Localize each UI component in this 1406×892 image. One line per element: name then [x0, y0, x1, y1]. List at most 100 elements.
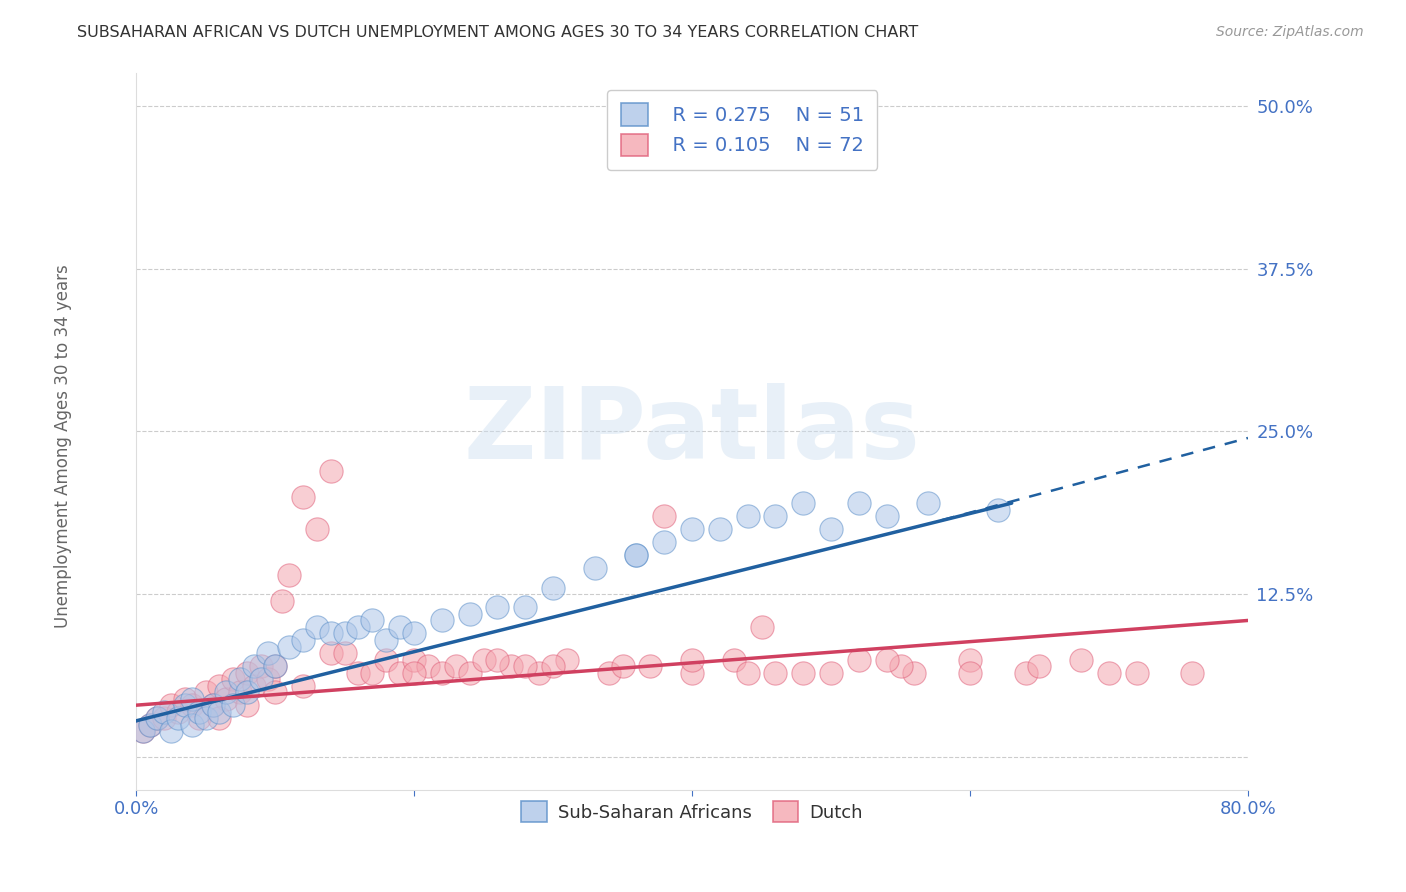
Point	[404, 652, 426, 666]
Point	[1181, 665, 1204, 680]
Point	[166, 705, 188, 719]
Point	[208, 711, 231, 725]
Point	[1028, 659, 1050, 673]
Point	[959, 652, 981, 666]
Point	[187, 711, 209, 725]
Point	[319, 646, 342, 660]
Point	[229, 685, 252, 699]
Point	[166, 711, 188, 725]
Point	[257, 672, 280, 686]
Point	[222, 698, 245, 713]
Point	[486, 600, 509, 615]
Point	[416, 659, 439, 673]
Point	[229, 672, 252, 686]
Point	[208, 705, 231, 719]
Point	[278, 640, 301, 654]
Point	[264, 685, 287, 699]
Point	[626, 549, 648, 563]
Point	[160, 698, 183, 713]
Point	[194, 685, 217, 699]
Point	[146, 711, 169, 725]
Point	[208, 679, 231, 693]
Point	[848, 652, 870, 666]
Point	[389, 620, 412, 634]
Point	[515, 659, 537, 673]
Point	[375, 652, 398, 666]
Point	[626, 549, 648, 563]
Point	[681, 665, 703, 680]
Point	[472, 652, 495, 666]
Point	[889, 659, 911, 673]
Point	[737, 509, 759, 524]
Point	[146, 711, 169, 725]
Point	[404, 665, 426, 680]
Point	[903, 665, 925, 680]
Point	[555, 652, 578, 666]
Legend: Sub-Saharan Africans, Dutch: Sub-Saharan Africans, Dutch	[509, 789, 876, 835]
Point	[430, 665, 453, 680]
Text: SUBSAHARAN AFRICAN VS DUTCH UNEMPLOYMENT AMONG AGES 30 TO 34 YEARS CORRELATION C: SUBSAHARAN AFRICAN VS DUTCH UNEMPLOYMENT…	[77, 25, 918, 40]
Point	[201, 698, 224, 713]
Point	[291, 490, 314, 504]
Point	[792, 496, 814, 510]
Point	[180, 691, 202, 706]
Point	[160, 724, 183, 739]
Point	[876, 509, 898, 524]
Point	[917, 496, 939, 510]
Point	[236, 685, 259, 699]
Text: Source: ZipAtlas.com: Source: ZipAtlas.com	[1216, 25, 1364, 39]
Point	[201, 698, 224, 713]
Point	[215, 685, 238, 699]
Point	[458, 665, 481, 680]
Point	[458, 607, 481, 621]
Point	[765, 665, 787, 680]
Point	[180, 717, 202, 731]
Point	[243, 679, 266, 693]
Point	[319, 626, 342, 640]
Point	[271, 594, 294, 608]
Point	[444, 659, 467, 673]
Point	[333, 626, 356, 640]
Point	[333, 646, 356, 660]
Point	[959, 665, 981, 680]
Point	[640, 659, 662, 673]
Point	[709, 522, 731, 536]
Point	[236, 698, 259, 713]
Point	[765, 509, 787, 524]
Point	[305, 620, 328, 634]
Point	[139, 717, 162, 731]
Point	[291, 633, 314, 648]
Point	[291, 679, 314, 693]
Point	[820, 522, 842, 536]
Point	[132, 724, 155, 739]
Point	[987, 502, 1010, 516]
Point	[1126, 665, 1149, 680]
Point	[180, 698, 202, 713]
Point	[876, 652, 898, 666]
Point	[848, 496, 870, 510]
Point	[250, 672, 273, 686]
Point	[347, 620, 370, 634]
Point	[278, 567, 301, 582]
Point	[501, 659, 523, 673]
Point	[681, 522, 703, 536]
Point	[153, 705, 176, 719]
Point	[305, 522, 328, 536]
Point	[347, 665, 370, 680]
Point	[404, 626, 426, 640]
Point	[361, 665, 384, 680]
Point	[236, 665, 259, 680]
Point	[132, 724, 155, 739]
Point	[222, 672, 245, 686]
Point	[598, 665, 620, 680]
Point	[187, 705, 209, 719]
Point	[243, 659, 266, 673]
Point	[1098, 665, 1121, 680]
Point	[319, 464, 342, 478]
Point	[640, 98, 662, 112]
Point	[541, 581, 564, 595]
Point	[486, 652, 509, 666]
Point	[139, 717, 162, 731]
Point	[515, 600, 537, 615]
Point	[792, 665, 814, 680]
